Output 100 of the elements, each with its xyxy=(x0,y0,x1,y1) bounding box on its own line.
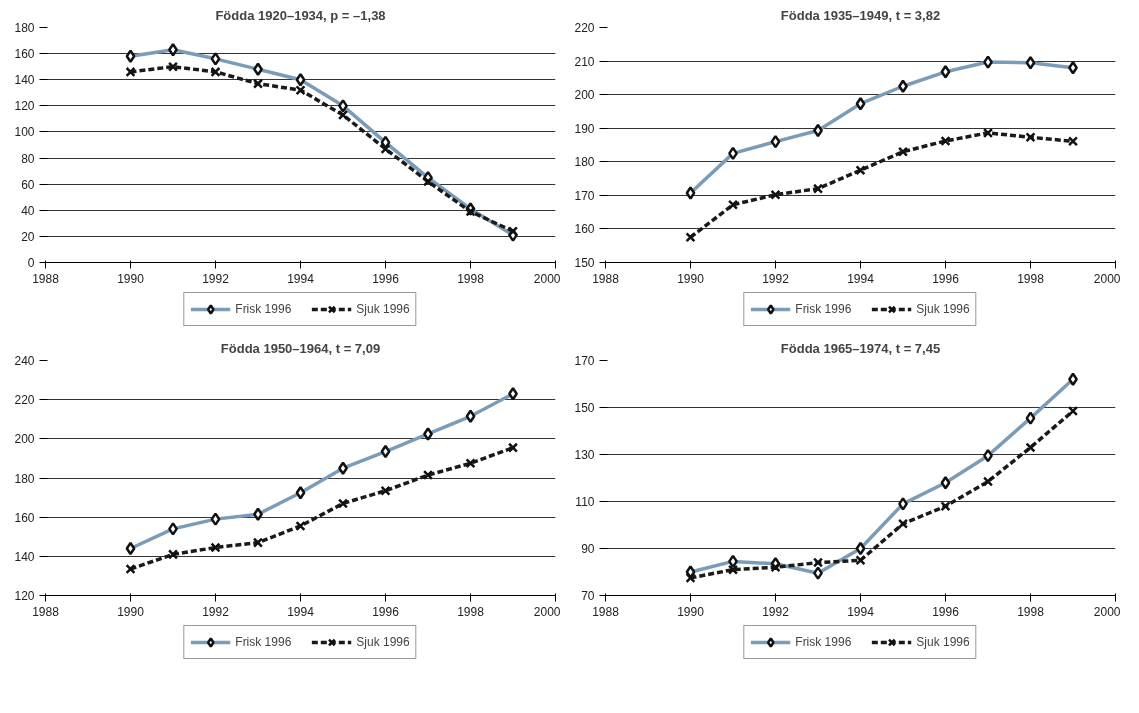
x-tick-label: 1998 xyxy=(1017,271,1045,286)
y-tick-label: 160 xyxy=(14,47,35,62)
point xyxy=(727,564,739,575)
legend-label: Sjuk 1996 xyxy=(916,302,970,316)
y-tick-label: 200 xyxy=(574,88,595,103)
point xyxy=(337,498,349,509)
point xyxy=(770,189,781,200)
x-tick-label: 1994 xyxy=(847,271,875,286)
x-tick-label: 1992 xyxy=(762,604,790,619)
point xyxy=(507,442,519,453)
x-tick-label: 1988 xyxy=(32,604,60,619)
legend-label: Sjuk 1996 xyxy=(356,302,410,316)
y-tick-label: 150 xyxy=(574,401,595,415)
legend-label: Sjuk 1996 xyxy=(916,635,970,649)
x-tick-label: 1992 xyxy=(202,604,230,619)
legend-label: Frisk 1996 xyxy=(235,302,292,316)
y-tick-label: 100 xyxy=(14,125,35,140)
point xyxy=(1067,405,1079,417)
x-tick-label: 1998 xyxy=(457,604,485,619)
point xyxy=(982,127,994,139)
legend-label: Frisk 1996 xyxy=(235,635,292,649)
y-tick-label: 70 xyxy=(581,589,595,603)
y-tick-label: 140 xyxy=(14,549,35,564)
x-tick-label: 2000 xyxy=(533,604,561,619)
x-tick-label: 2000 xyxy=(533,271,561,286)
point xyxy=(1025,442,1036,453)
point xyxy=(167,61,179,72)
y-tick-label: 170 xyxy=(574,188,595,203)
point xyxy=(507,226,519,237)
chart-title: Födda 1965–1974, t = 7,45 xyxy=(780,340,941,356)
point xyxy=(210,66,221,78)
point xyxy=(125,66,136,78)
y-tick-label: 240 xyxy=(14,354,35,368)
point xyxy=(940,501,951,512)
y-tick-label: 140 xyxy=(14,73,35,88)
point xyxy=(252,537,264,548)
x-tick-label: 1996 xyxy=(932,604,960,619)
y-tick-label: 200 xyxy=(14,432,35,447)
y-tick-label: 40 xyxy=(21,203,35,218)
legend-label: Frisk 1996 xyxy=(795,302,852,316)
chart-title: Födda 1920–1934, p = –1,38 xyxy=(215,7,386,23)
y-tick-label: 20 xyxy=(21,229,35,244)
point xyxy=(685,232,696,243)
legend-label: Sjuk 1996 xyxy=(356,635,410,649)
x-tick-label: 1992 xyxy=(202,271,230,286)
x-tick-label: 1990 xyxy=(117,604,145,619)
y-tick-label: 180 xyxy=(14,21,35,35)
point xyxy=(210,542,221,553)
point xyxy=(982,476,994,487)
y-tick-label: 130 xyxy=(574,448,595,462)
chart-title: Födda 1935–1949, t = 3,82 xyxy=(780,7,941,23)
point xyxy=(125,563,136,575)
y-tick-label: 0 xyxy=(27,256,35,270)
point xyxy=(465,458,476,469)
x-tick-label: 1998 xyxy=(1017,604,1045,619)
x-tick-label: 1988 xyxy=(32,271,60,286)
point xyxy=(422,176,434,187)
x-tick-label: 1988 xyxy=(592,271,620,286)
point xyxy=(940,135,951,147)
point xyxy=(465,206,476,217)
point xyxy=(252,78,264,89)
y-tick-label: 90 xyxy=(581,542,595,556)
x-tick-label: 1994 xyxy=(287,271,315,286)
point xyxy=(337,109,349,121)
point xyxy=(897,146,909,157)
point xyxy=(422,469,434,481)
point xyxy=(685,572,696,584)
x-tick-label: 2000 xyxy=(1093,604,1121,619)
point xyxy=(1025,132,1036,143)
y-tick-label: 60 xyxy=(21,177,35,192)
x-tick-label: 1996 xyxy=(932,271,960,286)
x-tick-label: 1994 xyxy=(287,604,315,619)
x-tick-label: 1998 xyxy=(457,271,485,286)
x-tick-label: 1992 xyxy=(762,271,790,286)
x-tick-label: 1990 xyxy=(677,604,705,619)
point xyxy=(812,557,824,568)
y-tick-label: 150 xyxy=(574,256,595,270)
y-tick-label: 210 xyxy=(574,54,595,69)
x-tick-label: 1990 xyxy=(677,271,705,286)
point xyxy=(855,165,866,176)
y-tick-label: 160 xyxy=(14,510,35,525)
y-tick-label: 80 xyxy=(21,151,35,166)
y-tick-label: 220 xyxy=(574,21,595,35)
point xyxy=(1067,136,1079,147)
y-tick-label: 120 xyxy=(14,99,35,114)
point xyxy=(897,518,909,529)
y-tick-label: 180 xyxy=(14,471,35,486)
point xyxy=(295,85,306,96)
legend-label: Frisk 1996 xyxy=(795,635,852,649)
point xyxy=(812,183,824,194)
point xyxy=(380,485,391,496)
point xyxy=(295,520,306,532)
x-tick-label: 1994 xyxy=(847,604,875,619)
y-tick-label: 190 xyxy=(574,121,595,136)
y-tick-label: 120 xyxy=(14,589,35,603)
y-tick-label: 220 xyxy=(14,393,35,408)
x-tick-label: 1990 xyxy=(117,271,145,286)
x-tick-label: 2000 xyxy=(1093,271,1121,286)
point xyxy=(727,199,739,210)
chart-title: Födda 1950–1964, t = 7,09 xyxy=(220,340,381,356)
